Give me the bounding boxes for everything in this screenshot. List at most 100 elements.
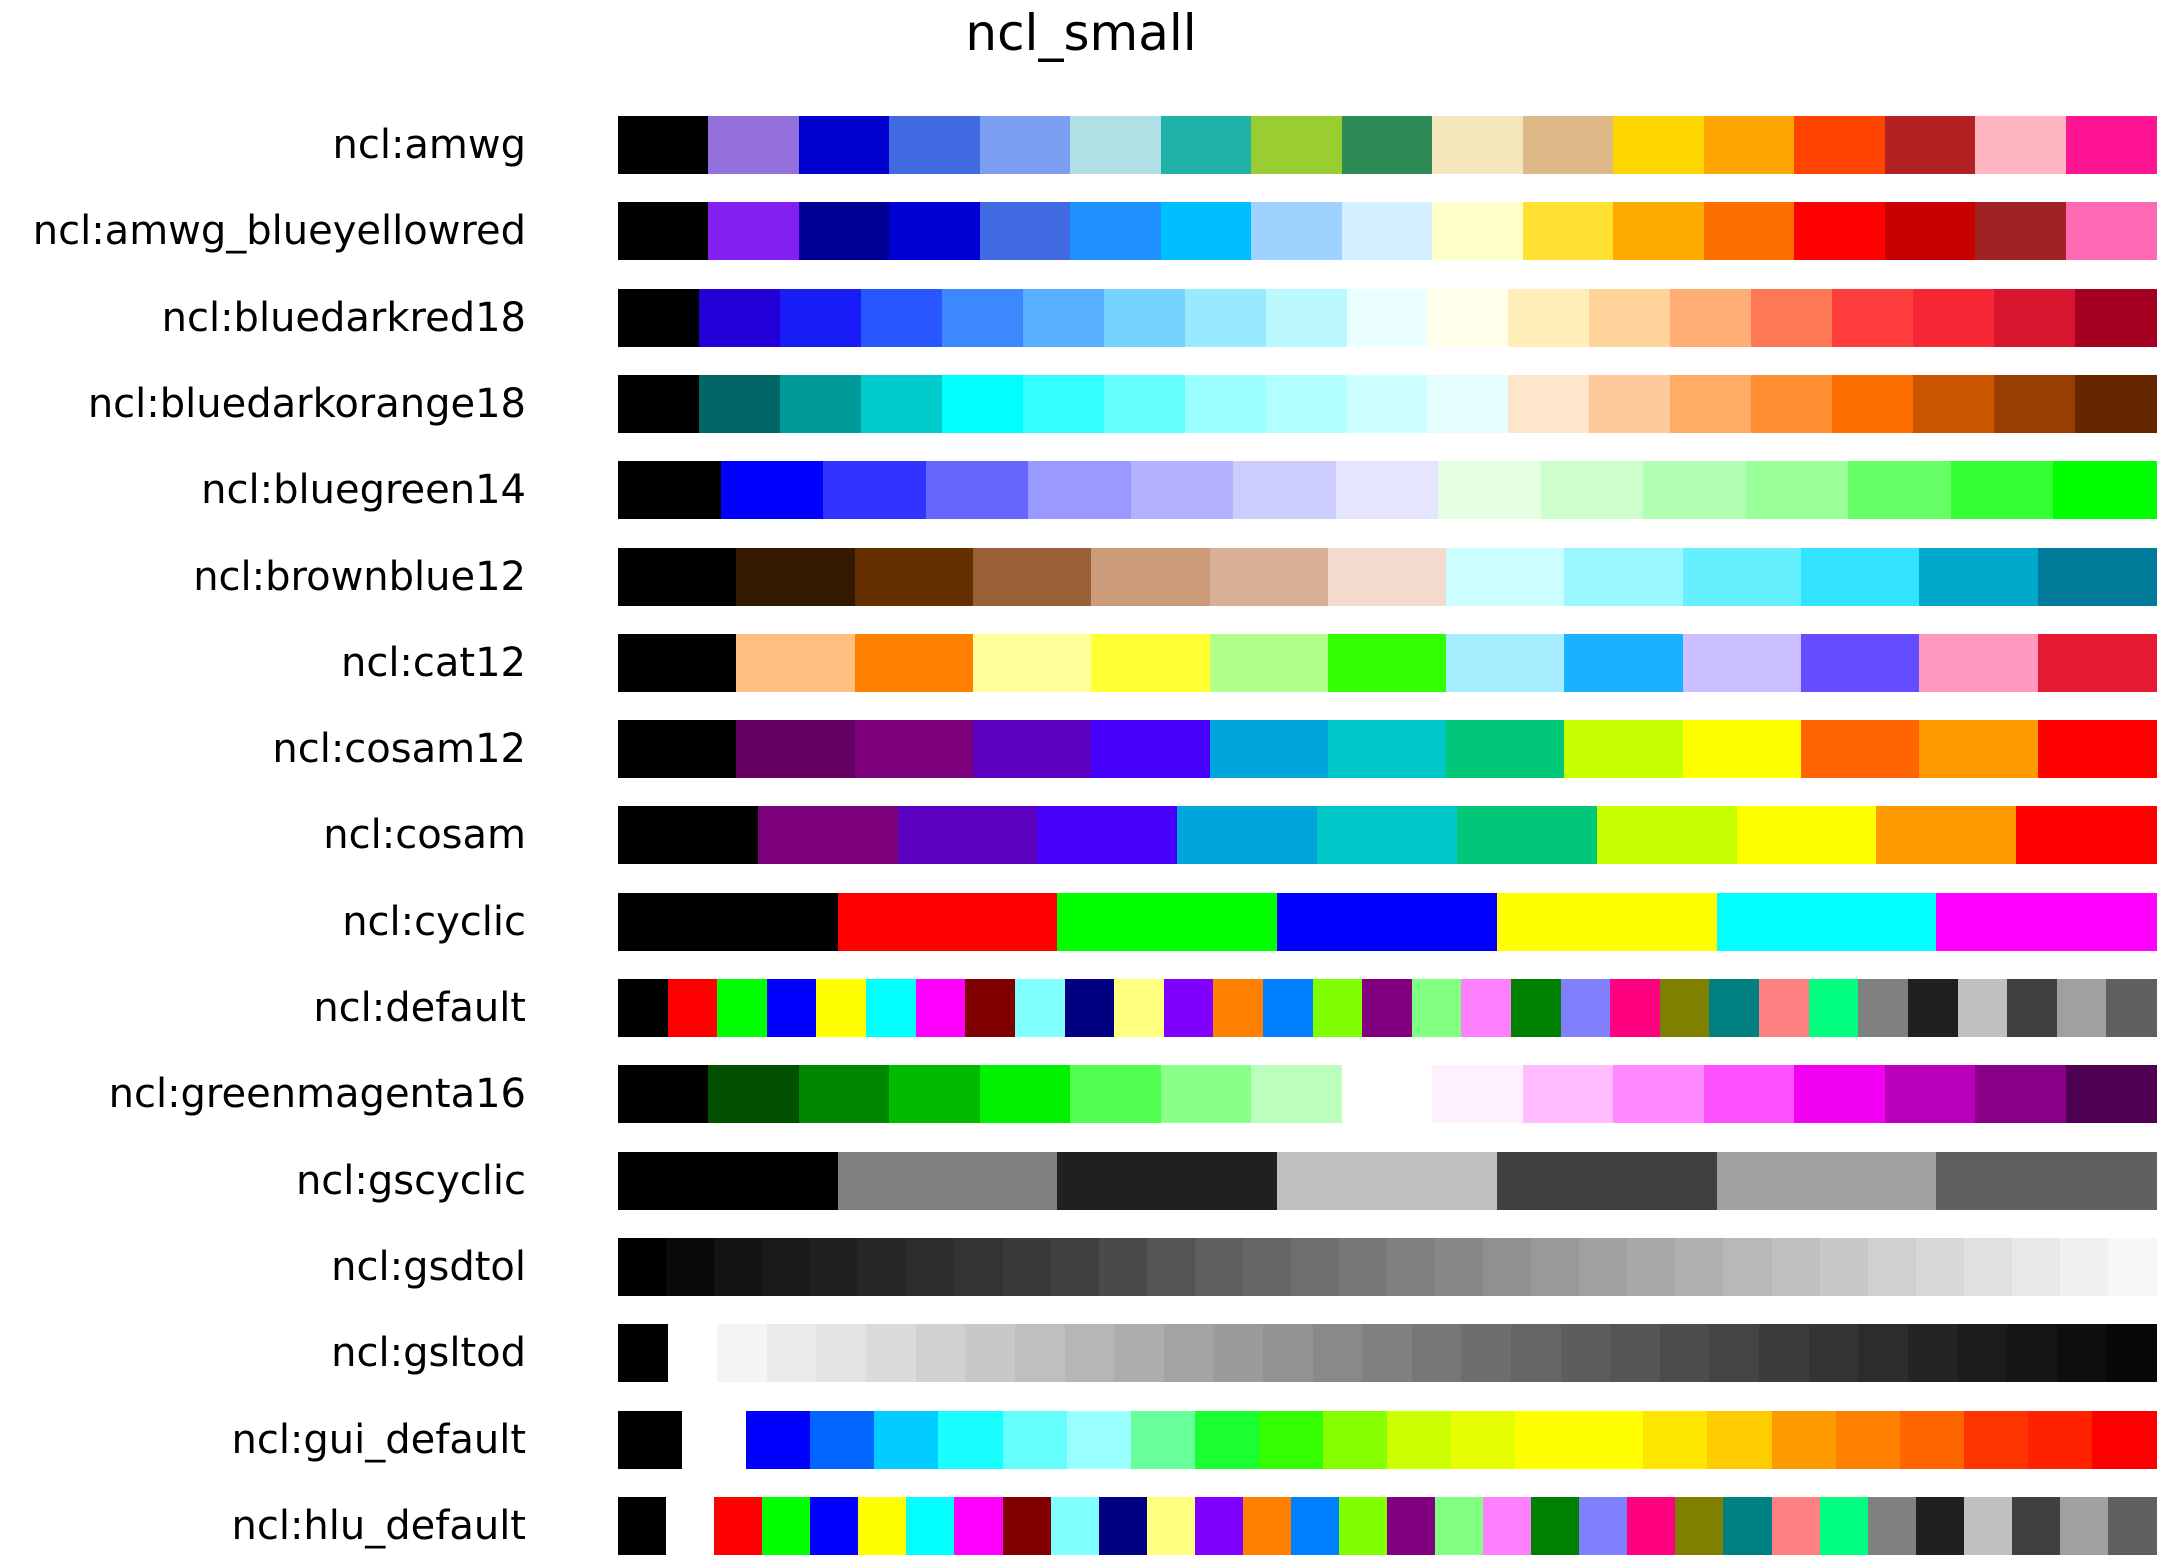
color-swatch (2053, 461, 2157, 520)
color-swatch (1907, 1324, 1959, 1383)
color-swatch (2027, 1410, 2093, 1469)
color-swatch (2106, 1324, 2157, 1383)
color-swatch (1335, 461, 1439, 520)
color-swatch (1262, 979, 1314, 1037)
color-swatch (1387, 1410, 1452, 1469)
color-swatch (1670, 288, 1752, 347)
color-swatch (858, 1237, 907, 1296)
color-swatch (1496, 1151, 1718, 1210)
color-swatch (1446, 720, 1566, 779)
colormap-label: ncl:gscyclic (295, 1157, 526, 1204)
color-swatch (1858, 1324, 1909, 1383)
color-swatch (1531, 1237, 1580, 1296)
color-swatch (1913, 374, 1995, 433)
color-swatch (1994, 288, 2076, 347)
color-swatch (667, 1324, 718, 1383)
color-swatch (2075, 288, 2157, 347)
color-swatch (1251, 202, 1343, 261)
colormap-label: ncl:cosam12 (272, 726, 526, 773)
color-swatch (1322, 1410, 1388, 1469)
color-swatch (1808, 979, 1859, 1037)
color-swatch (965, 1324, 1016, 1383)
color-swatch (2075, 374, 2157, 433)
color-swatch (1975, 202, 2067, 261)
color-swatch (866, 1324, 917, 1383)
colormap-bar (618, 979, 2157, 1037)
color-swatch (708, 202, 800, 261)
color-swatch (1682, 720, 1802, 779)
color-swatch (1723, 1237, 1773, 1296)
color-swatch (1794, 116, 1886, 174)
color-swatch (823, 461, 927, 520)
color-swatch (1522, 116, 1614, 174)
color-swatch (667, 979, 718, 1037)
color-swatch (1341, 1065, 1433, 1124)
color-swatch (1262, 1324, 1314, 1383)
color-swatch (1801, 720, 1920, 779)
color-swatch (1194, 1410, 1260, 1469)
color-swatch (1327, 720, 1447, 779)
color-swatch (1346, 374, 1429, 433)
color-swatch (1050, 1237, 1100, 1296)
color-swatch (1858, 979, 1909, 1037)
color-swatch (1163, 979, 1214, 1037)
colormap-bar (618, 1151, 2157, 1210)
colormap-bar (618, 202, 2157, 261)
color-swatch (1496, 892, 1718, 951)
color-swatch (762, 1496, 811, 1555)
color-swatch (2011, 1496, 2061, 1555)
colormap-label: ncl:hlu_default (231, 1502, 527, 1549)
color-swatch (906, 1237, 956, 1296)
color-swatch (1975, 116, 2067, 174)
color-swatch (714, 1237, 763, 1296)
color-swatch (1312, 979, 1363, 1037)
color-swatch (1564, 720, 1684, 779)
color-swatch (2107, 1237, 2157, 1296)
color-swatch (798, 202, 890, 261)
colormap-label: ncl:cat12 (340, 639, 526, 686)
color-swatch (1213, 1324, 1264, 1383)
color-swatch (1327, 547, 1447, 606)
color-swatch (1103, 288, 1186, 347)
color-swatch (1736, 806, 1877, 865)
color-swatch (1184, 374, 1267, 433)
color-swatch (1771, 1410, 1837, 1469)
color-swatch (1317, 806, 1458, 865)
colormap-label: ncl:greenmagenta16 (108, 1071, 526, 1118)
color-swatch (666, 1237, 715, 1296)
color-swatch (766, 1324, 818, 1383)
colormap-bar (618, 892, 2157, 951)
color-swatch (618, 720, 737, 779)
color-swatch (1508, 374, 1590, 433)
color-swatch (1515, 1410, 1580, 1469)
color-swatch (1675, 1496, 1725, 1555)
colormap-label: ncl:bluegreen14 (201, 467, 526, 514)
colormap-label: ncl:amwg_blueyellowred (32, 208, 526, 255)
color-swatch (837, 1151, 1059, 1210)
color-swatch (1163, 1324, 1214, 1383)
color-swatch (779, 288, 862, 347)
color-swatch (1341, 202, 1433, 261)
color-swatch (1994, 374, 2076, 433)
color-swatch (1098, 1496, 1148, 1555)
color-swatch (1194, 1496, 1244, 1555)
color-swatch (1751, 288, 1833, 347)
color-swatch (906, 1496, 956, 1555)
color-swatch (618, 806, 759, 865)
color-swatch (1184, 288, 1267, 347)
color-swatch (2091, 1410, 2157, 1469)
color-swatch (874, 1410, 939, 1469)
color-swatch (1627, 1237, 1676, 1296)
color-swatch (1963, 1237, 2013, 1296)
color-swatch (1066, 1410, 1132, 1469)
color-swatch (1579, 1496, 1628, 1555)
color-swatch (1950, 461, 2055, 520)
color-swatch (1242, 1496, 1292, 1555)
color-swatch (666, 1496, 715, 1555)
color-swatch (618, 202, 710, 261)
color-swatch (897, 806, 1039, 865)
color-swatch (618, 461, 722, 520)
color-swatch (798, 1065, 890, 1124)
color-swatch (854, 720, 974, 779)
